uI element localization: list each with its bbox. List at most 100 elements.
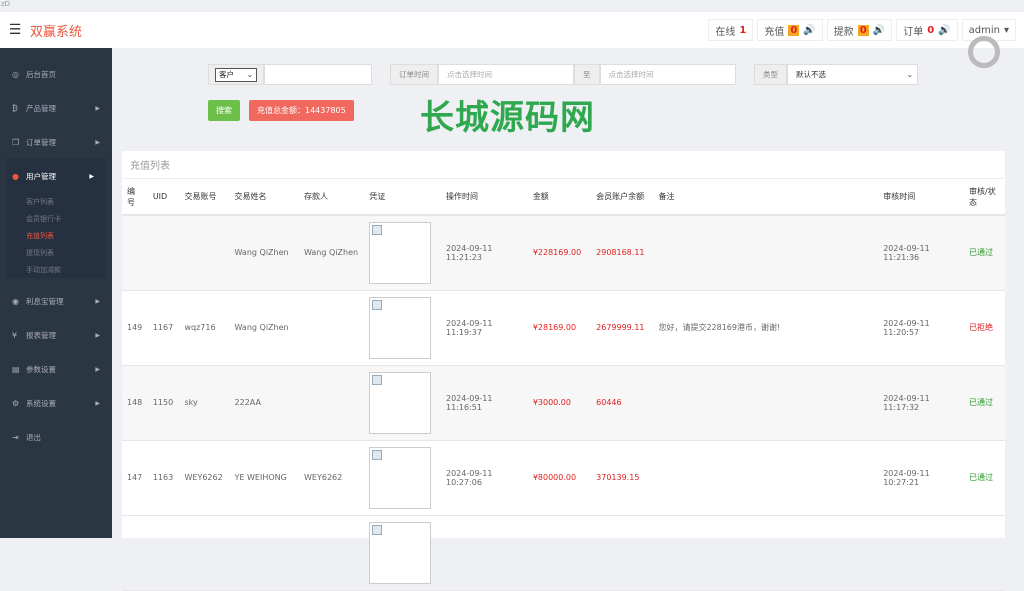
voucher-image[interactable] xyxy=(369,221,432,284)
speaker-icon[interactable]: 🔊 xyxy=(803,24,816,36)
sidebar-item-reports[interactable]: ¥ 报表管理 ▶ xyxy=(0,318,112,352)
recharge-indicator[interactable]: 充值 0 🔊 xyxy=(757,19,823,41)
field-select-wrap: 客户 ⌄ xyxy=(208,64,264,85)
column-header: 备注 xyxy=(653,179,879,216)
brand-title: 双赢系统 xyxy=(30,24,83,40)
column-header: UID xyxy=(147,179,180,216)
type-label: 类型 xyxy=(754,64,787,85)
column-header: 审核时间 xyxy=(878,179,965,216)
copyright-icon xyxy=(968,36,1000,68)
type-select[interactable]: 默认不选 ⌄ xyxy=(787,64,918,85)
online-indicator[interactable]: 在线 1 xyxy=(708,19,754,41)
voucher-image[interactable] xyxy=(369,446,432,509)
cell-depositor: Wang QiZhen xyxy=(299,215,365,291)
cell-uid xyxy=(147,215,180,291)
total-amount-button[interactable]: 充值总金额：14437805 xyxy=(249,100,354,121)
cell-name: YE WEIHONG xyxy=(229,440,299,516)
sidebar-sub-recharge-list[interactable]: 充值列表 xyxy=(26,231,54,240)
sidebar-label: 订单管理 xyxy=(26,137,56,147)
sidebar-item-users[interactable]: ● 用户管理 ▶ xyxy=(6,159,106,193)
column-header: 金额 xyxy=(527,179,592,216)
sidebar-item-orders[interactable]: ❐ 订单管理 ▶ xyxy=(0,125,112,159)
cell-amount: ¥228169.00 xyxy=(527,215,592,291)
speaker-icon[interactable]: 🔊 xyxy=(938,24,951,36)
cell xyxy=(440,515,528,591)
cell xyxy=(147,515,180,591)
cell xyxy=(299,515,365,591)
field-select[interactable]: 客户 ⌄ xyxy=(215,67,257,82)
type-select-value: 默认不选 xyxy=(796,70,826,79)
file-icon: ▤ xyxy=(12,364,20,374)
sidebar-item-products[interactable]: ₿ 产品管理 ▶ xyxy=(0,91,112,125)
cell-id: 148 xyxy=(122,365,148,441)
cell-note xyxy=(653,440,879,516)
gears-icon: ⚙ xyxy=(12,398,20,408)
cell-balance: 370139.15 xyxy=(591,440,654,516)
cell-status: 已拒绝 xyxy=(964,290,1005,366)
cell-voucher xyxy=(364,365,441,441)
cell xyxy=(964,515,1005,591)
recharge-count: 0 xyxy=(788,24,800,36)
cell-id xyxy=(122,215,148,291)
column-header: 存款人 xyxy=(299,179,365,216)
table-row-partial xyxy=(122,515,1005,591)
order-label: 订单 xyxy=(903,26,924,38)
cell xyxy=(878,515,965,591)
sidebar-item-dashboard[interactable]: ◎ 后台首页 xyxy=(0,57,112,91)
table-row: 148 1150 sky 222AA 2024-09-11 11:16:51 ¥3000.… xyxy=(122,365,1005,441)
cell-note: 您好，请提交228169港币，谢谢! xyxy=(653,290,879,366)
order-time-label: 订单时间 xyxy=(390,64,438,85)
table-body: Wang QiZhen Wang QiZhen 2024-09-11 11:21:2… xyxy=(122,215,1005,591)
search-button[interactable]: 搜索 xyxy=(208,100,240,121)
start-time-input[interactable]: 点击选择时间 xyxy=(438,64,574,85)
sidebar-label: 后台首页 xyxy=(26,69,56,79)
column-header: 交易账号 xyxy=(179,179,230,216)
sidebar-sub-customers[interactable]: 客户列表 xyxy=(26,197,54,206)
cell-depositor xyxy=(299,290,365,366)
cell-status: 已通过 xyxy=(964,365,1005,441)
cell xyxy=(229,515,299,591)
watermark-logo: 长城源码网 xyxy=(420,98,595,138)
voucher-image[interactable] xyxy=(369,296,432,359)
voucher-image[interactable] xyxy=(369,371,432,434)
sidebar-item-interest[interactable]: ◉ 利息宝管理 ▶ xyxy=(0,284,112,318)
chevron-right-icon: ▶ xyxy=(95,297,100,305)
table-row: 147 1163 WEY6262 YE WEIHONG WEY6262 2024-09-1… xyxy=(122,440,1005,516)
yen-icon: ¥ xyxy=(12,330,18,340)
sidebar-label: 退出 xyxy=(26,432,41,442)
menu-toggle-icon[interactable]: ☰ xyxy=(8,22,22,38)
cell-id: 147 xyxy=(122,440,148,516)
sidebar-sub-withdraw-list[interactable]: 提现列表 xyxy=(26,248,54,257)
sidebar-sub-bank-cards[interactable]: 会员银行卡 xyxy=(26,214,61,223)
sidebar-item-params[interactable]: ▤ 参数设置 ▶ xyxy=(0,352,112,386)
keyword-input[interactable] xyxy=(264,64,372,85)
cell-uid: 1167 xyxy=(147,290,180,366)
order-indicator[interactable]: 订单 0 🔊 xyxy=(896,19,958,41)
speaker-icon[interactable]: 🔊 xyxy=(872,24,886,36)
field-select-value: 客户 xyxy=(219,70,234,79)
cell xyxy=(653,515,879,591)
to-label: 至 xyxy=(574,64,600,85)
end-time-input[interactable]: 点击选择时间 xyxy=(599,64,736,85)
table-header-row: 编号 UID 交易账号 交易姓名 存款人 凭证 操作时间 金额 会员账户余额 备注 审核时间 审核/状… xyxy=(122,179,1005,216)
online-count: 1 xyxy=(739,24,747,36)
cell-status: 已通过 xyxy=(964,215,1005,291)
sidebar-item-system[interactable]: ⚙ 系统设置 ▶ xyxy=(0,386,112,420)
cell-account xyxy=(179,215,230,291)
chevron-right-icon: ▶ xyxy=(95,104,100,112)
chevron-right-icon: ▶ xyxy=(95,138,100,146)
sidebar-item-logout[interactable]: ⇥ 退出 xyxy=(0,420,112,454)
dashboard-icon: ◎ xyxy=(12,69,19,79)
cell-time: 2024-09-11 11:21:23 xyxy=(440,215,528,291)
withdraw-indicator[interactable]: 提款 0 🔊 xyxy=(826,19,893,41)
logout-icon: ⇥ xyxy=(12,432,19,442)
sidebar-label: 系统设置 xyxy=(26,398,56,408)
top-header: ☰ 双赢系统 在线 1 充值 0 🔊 提款 0 🔊 订单 0 🔊 admin ▾ xyxy=(0,12,1024,48)
cell-balance: 2679999.11 xyxy=(591,290,654,366)
copy-icon: ❐ xyxy=(12,137,20,147)
sidebar-sub-manual-adjust[interactable]: 手动加减款 xyxy=(26,265,61,274)
cell-time: 2024-09-11 11:16:51 xyxy=(440,365,528,441)
sidebar-label: 用户管理 xyxy=(26,171,56,181)
sidebar-group-users: ● 用户管理 ▶ 客户列表 会员银行卡 充值列表 提现列表 手动加减款 xyxy=(6,159,106,278)
voucher-image[interactable] xyxy=(369,521,432,584)
